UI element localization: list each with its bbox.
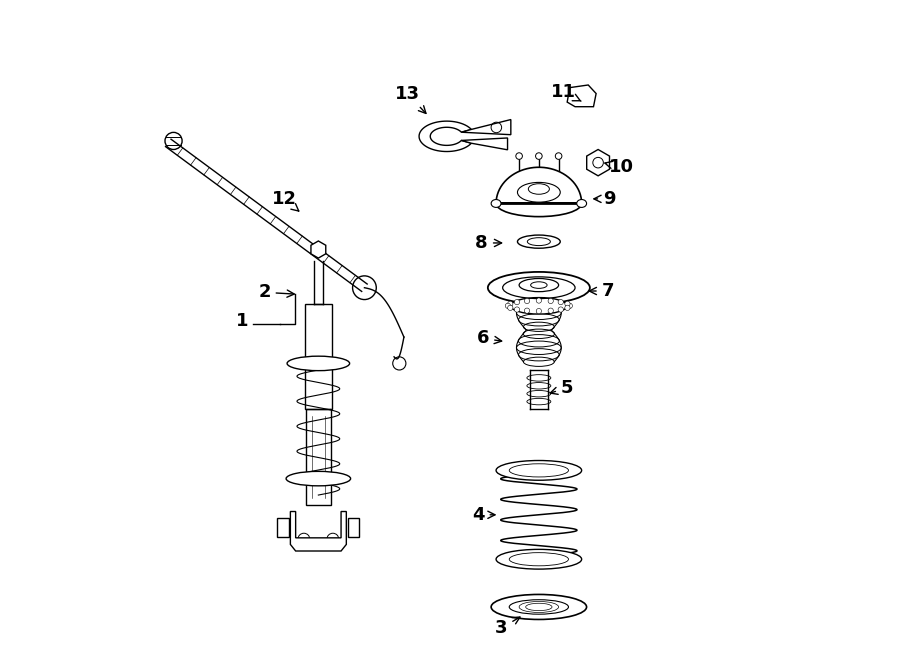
- Text: 13: 13: [395, 85, 426, 114]
- Polygon shape: [419, 121, 472, 151]
- Ellipse shape: [491, 594, 587, 619]
- Circle shape: [508, 301, 513, 307]
- Text: 2: 2: [258, 284, 294, 301]
- Text: 8: 8: [475, 234, 501, 252]
- Text: 9: 9: [594, 190, 616, 208]
- Polygon shape: [567, 85, 596, 106]
- Circle shape: [565, 301, 570, 307]
- Bar: [305, 304, 331, 409]
- Circle shape: [558, 299, 563, 305]
- Circle shape: [548, 298, 554, 303]
- Circle shape: [515, 307, 519, 312]
- Circle shape: [525, 298, 530, 303]
- Polygon shape: [462, 138, 508, 150]
- Circle shape: [525, 308, 530, 313]
- Circle shape: [555, 153, 562, 159]
- Polygon shape: [277, 518, 289, 537]
- Circle shape: [536, 298, 542, 303]
- Text: 11: 11: [551, 83, 581, 101]
- Polygon shape: [587, 149, 609, 176]
- Circle shape: [505, 303, 510, 309]
- Ellipse shape: [496, 461, 581, 481]
- Polygon shape: [310, 241, 326, 258]
- Polygon shape: [462, 120, 511, 135]
- Ellipse shape: [496, 549, 581, 569]
- Ellipse shape: [286, 471, 351, 486]
- Text: 5: 5: [550, 379, 573, 397]
- Text: 10: 10: [605, 158, 634, 176]
- Circle shape: [558, 307, 563, 312]
- Circle shape: [565, 305, 570, 311]
- Ellipse shape: [496, 190, 581, 217]
- Ellipse shape: [519, 278, 559, 292]
- Polygon shape: [496, 167, 581, 204]
- Circle shape: [536, 153, 542, 159]
- Circle shape: [515, 299, 519, 305]
- Circle shape: [567, 303, 572, 309]
- Bar: [306, 409, 331, 505]
- Ellipse shape: [577, 200, 587, 208]
- Text: 6: 6: [477, 329, 501, 348]
- Text: 1: 1: [237, 311, 249, 330]
- Polygon shape: [291, 512, 346, 551]
- Text: 12: 12: [272, 190, 299, 211]
- Ellipse shape: [287, 356, 349, 371]
- Ellipse shape: [518, 182, 561, 202]
- Circle shape: [536, 309, 542, 314]
- Ellipse shape: [510, 297, 567, 314]
- Circle shape: [516, 153, 522, 159]
- Polygon shape: [347, 518, 359, 537]
- Text: 7: 7: [590, 282, 614, 300]
- Circle shape: [508, 305, 513, 311]
- Text: 3: 3: [495, 617, 520, 637]
- Ellipse shape: [488, 272, 590, 303]
- Ellipse shape: [518, 235, 561, 249]
- Circle shape: [548, 308, 554, 313]
- Text: 4: 4: [472, 506, 495, 524]
- Ellipse shape: [491, 200, 501, 208]
